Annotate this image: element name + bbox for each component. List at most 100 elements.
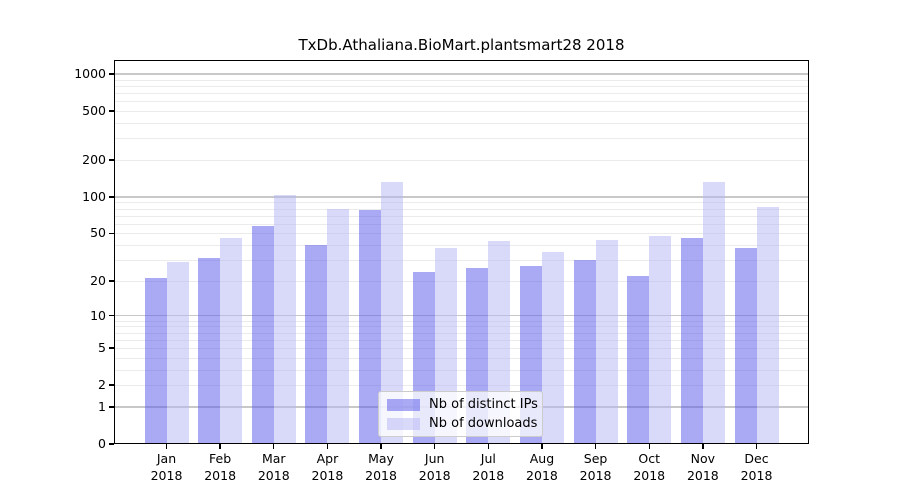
gridline-minor-8 — [114, 326, 809, 328]
y-tick-2 — [109, 384, 114, 386]
bar-downloads-jan — [166, 261, 189, 444]
plot-area — [114, 60, 809, 444]
x-tick-mar — [273, 444, 275, 449]
legend-swatch-distinct-ips — [387, 398, 420, 411]
x-tick-may — [380, 444, 382, 449]
gridline-minor-20 — [114, 280, 809, 282]
y-tick-50 — [109, 232, 114, 235]
x-label-apr: Apr 2018 — [311, 451, 344, 483]
gridline-minor-60 — [114, 223, 809, 225]
gridline-minor-50 — [114, 233, 809, 235]
x-label-may: May 2018 — [365, 451, 397, 483]
gridline-minor-9 — [114, 320, 809, 322]
gridline-minor-500 — [114, 111, 809, 113]
legend-label-downloads: Nb of downloads — [429, 416, 538, 431]
gridline-major-100 — [114, 196, 809, 198]
x-label-aug: Aug 2018 — [526, 451, 558, 483]
x-tick-sep — [594, 444, 597, 449]
gridline-minor-2 — [114, 385, 809, 387]
y-tick-1000 — [109, 73, 114, 75]
bar-downloads-feb — [220, 237, 243, 444]
y-tick-20 — [109, 280, 114, 282]
y-tick-label-1: 1 — [98, 398, 106, 414]
y-tick-5 — [109, 347, 114, 349]
gridline-minor-5 — [114, 348, 809, 350]
legend-swatch-downloads — [387, 417, 420, 430]
legend: Nb of distinct IPs Nb of downloads — [378, 391, 543, 437]
x-label-sep: Sep 2018 — [579, 451, 612, 483]
legend-item-downloads: Nb of downloads — [387, 416, 538, 431]
bar-distinct-ips-nov — [680, 237, 703, 444]
gridline-minor-3 — [114, 369, 809, 371]
x-tick-apr — [326, 444, 329, 449]
x-tick-jul — [487, 444, 489, 449]
y-tick-label-500: 500 — [82, 103, 106, 119]
y-tick-label-5: 5 — [98, 340, 106, 356]
gridline-minor-4 — [114, 357, 809, 359]
x-tick-feb — [219, 444, 221, 449]
x-tick-dec — [755, 444, 758, 449]
bar-distinct-ips-feb — [198, 258, 221, 444]
x-tick-oct — [648, 444, 650, 449]
y-tick-10 — [109, 314, 114, 317]
gridline-minor-800 — [114, 85, 809, 87]
y-tick-label-10: 10 — [90, 307, 106, 323]
bar-distinct-ips-may — [359, 210, 382, 444]
gridline-minor-400 — [114, 122, 809, 124]
gridline-minor-300 — [114, 138, 809, 140]
bar-downloads-nov — [702, 182, 725, 444]
gridline-minor-70 — [114, 215, 809, 217]
gridline-minor-40 — [114, 245, 809, 247]
bar-downloads-dec — [756, 206, 779, 444]
bar-distinct-ips-sep — [573, 260, 596, 444]
bar-downloads-aug — [541, 252, 564, 444]
y-tick-label-200: 200 — [82, 151, 106, 167]
bar-downloads-may — [381, 181, 404, 444]
y-tick-0 — [109, 443, 114, 445]
bars-layer — [114, 60, 809, 444]
y-tick-label-1000: 1000 — [74, 66, 106, 81]
x-label-nov: Nov 2018 — [686, 451, 719, 483]
y-tick-200 — [109, 159, 114, 161]
chart-title: TxDb.Athaliana.BioMart.plantsmart28 2018 — [298, 36, 625, 54]
x-label-jun: Jun 2018 — [418, 451, 451, 483]
gridline-major-1000 — [114, 73, 809, 75]
bar-distinct-ips-oct — [627, 276, 650, 444]
gridline-minor-90 — [114, 202, 809, 204]
gridline-minor-7 — [114, 332, 809, 334]
y-tick-1 — [109, 406, 114, 408]
x-tick-jun — [433, 444, 436, 449]
y-tick-label-100: 100 — [82, 188, 106, 204]
gridline-minor-600 — [114, 101, 809, 103]
x-tick-nov — [702, 444, 704, 449]
x-label-mar: Mar 2018 — [257, 451, 290, 483]
gridline-minor-900 — [114, 79, 809, 81]
gridline-minor-30 — [114, 260, 809, 262]
legend-label-distinct-ips: Nb of distinct IPs — [429, 397, 538, 412]
x-label-dec: Dec 2018 — [740, 451, 773, 483]
y-tick-label-20: 20 — [90, 272, 106, 288]
gridline-minor-200 — [114, 159, 809, 161]
gridlines-layer — [114, 60, 809, 444]
gridline-minor-6 — [114, 339, 809, 341]
bar-distinct-ips-dec — [734, 247, 757, 444]
bar-downloads-sep — [595, 240, 618, 444]
y-tick-label-0: 0 — [98, 436, 106, 451]
gridline-minor-700 — [114, 93, 809, 95]
gridline-major-10 — [114, 314, 809, 317]
y-tick-500 — [109, 110, 114, 112]
legend-item-distinct-ips: Nb of distinct IPs — [387, 397, 538, 412]
bar-downloads-oct — [649, 235, 672, 444]
bar-downloads-apr — [327, 208, 350, 444]
x-label-oct: Oct 2018 — [633, 451, 666, 483]
bar-downloads-mar — [273, 194, 296, 444]
y-tick-label-2: 2 — [98, 377, 106, 393]
x-label-jul: Jul 2018 — [472, 451, 505, 483]
y-tick-label-50: 50 — [90, 225, 106, 241]
x-tick-jan — [165, 444, 168, 449]
x-tick-aug — [541, 444, 543, 449]
y-tick-100 — [109, 196, 114, 198]
x-label-jan: Jan 2018 — [150, 451, 183, 483]
bar-distinct-ips-apr — [305, 245, 328, 444]
